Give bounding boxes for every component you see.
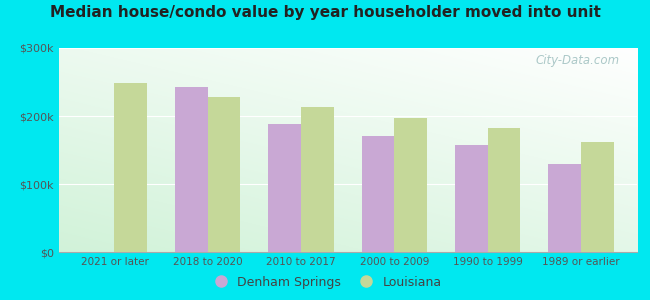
Text: City-Data.com: City-Data.com [536, 54, 619, 67]
Bar [549, 164, 581, 252]
Bar [301, 107, 333, 252]
Legend: Denham Springs, Louisiana: Denham Springs, Louisiana [203, 271, 447, 294]
Bar [395, 118, 427, 252]
Bar [208, 97, 240, 252]
Bar [488, 128, 521, 252]
Bar [175, 87, 208, 252]
Bar [114, 83, 147, 252]
Bar [455, 145, 488, 252]
Bar [581, 142, 614, 252]
Text: Median house/condo value by year householder moved into unit: Median house/condo value by year househo… [49, 4, 601, 20]
Bar [362, 136, 395, 252]
Bar [268, 124, 301, 252]
